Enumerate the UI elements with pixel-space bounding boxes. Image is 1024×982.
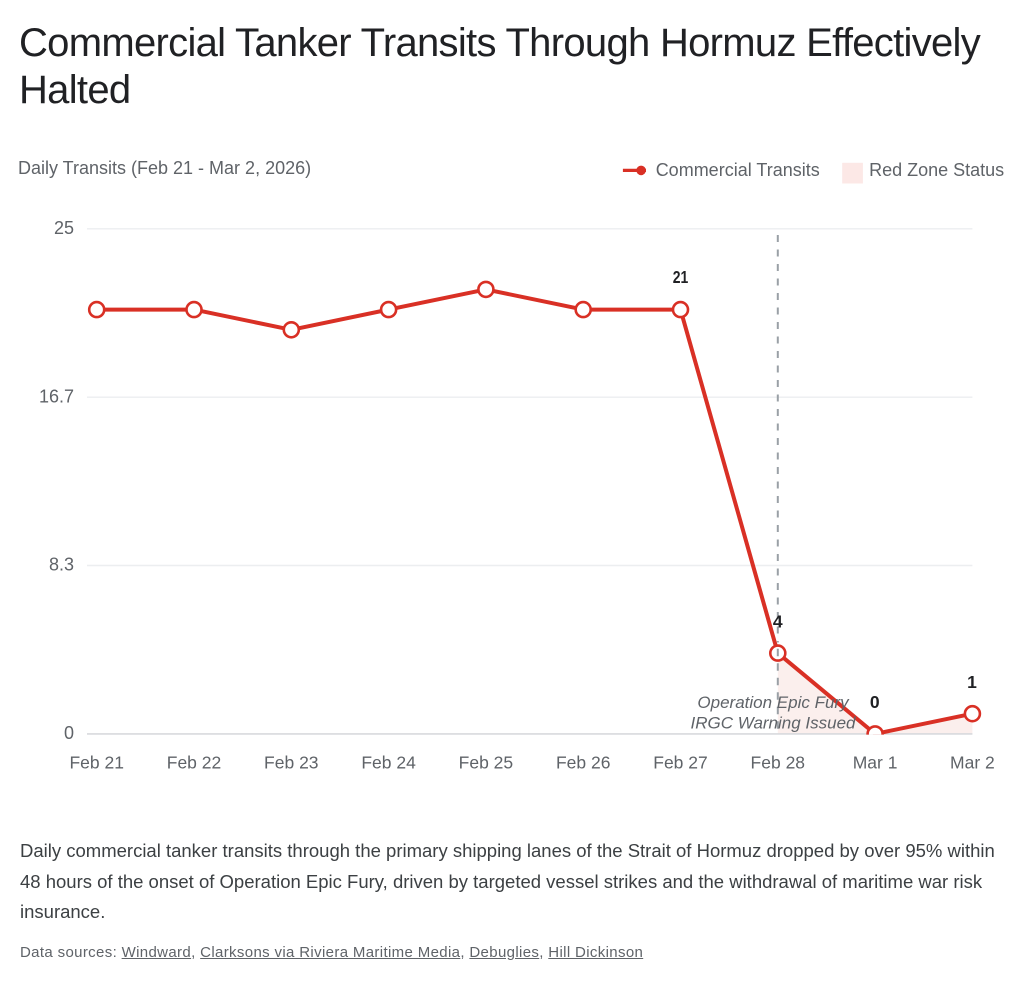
svg-text:Mar 2: Mar 2 [950,753,995,773]
svg-text:4: 4 [773,612,783,632]
svg-text:21: 21 [673,267,689,287]
svg-text:Mar 1: Mar 1 [853,753,898,773]
svg-text:25: 25 [54,218,74,238]
svg-text:IRGC Warning Issued: IRGC Warning Issued [690,713,856,732]
svg-text:8.3: 8.3 [49,555,74,575]
svg-text:16.7: 16.7 [39,386,74,406]
svg-text:Feb 27: Feb 27 [653,753,707,773]
svg-text:Feb 23: Feb 23 [264,753,318,773]
svg-text:Feb 26: Feb 26 [556,753,610,773]
svg-text:Feb 24: Feb 24 [361,753,416,773]
svg-text:Commercial Transits: Commercial Transits [656,160,820,180]
svg-text:Feb 21: Feb 21 [69,753,123,773]
svg-text:0: 0 [870,692,880,712]
svg-text:Red Zone Status: Red Zone Status [869,160,1004,180]
svg-text:Feb 25: Feb 25 [459,753,513,773]
svg-text:Operation Epic Fury: Operation Epic Fury [697,693,850,712]
svg-text:1: 1 [967,672,977,692]
svg-text:Feb 28: Feb 28 [751,753,805,773]
svg-text:0: 0 [64,723,74,743]
svg-text:Feb 22: Feb 22 [167,753,221,773]
